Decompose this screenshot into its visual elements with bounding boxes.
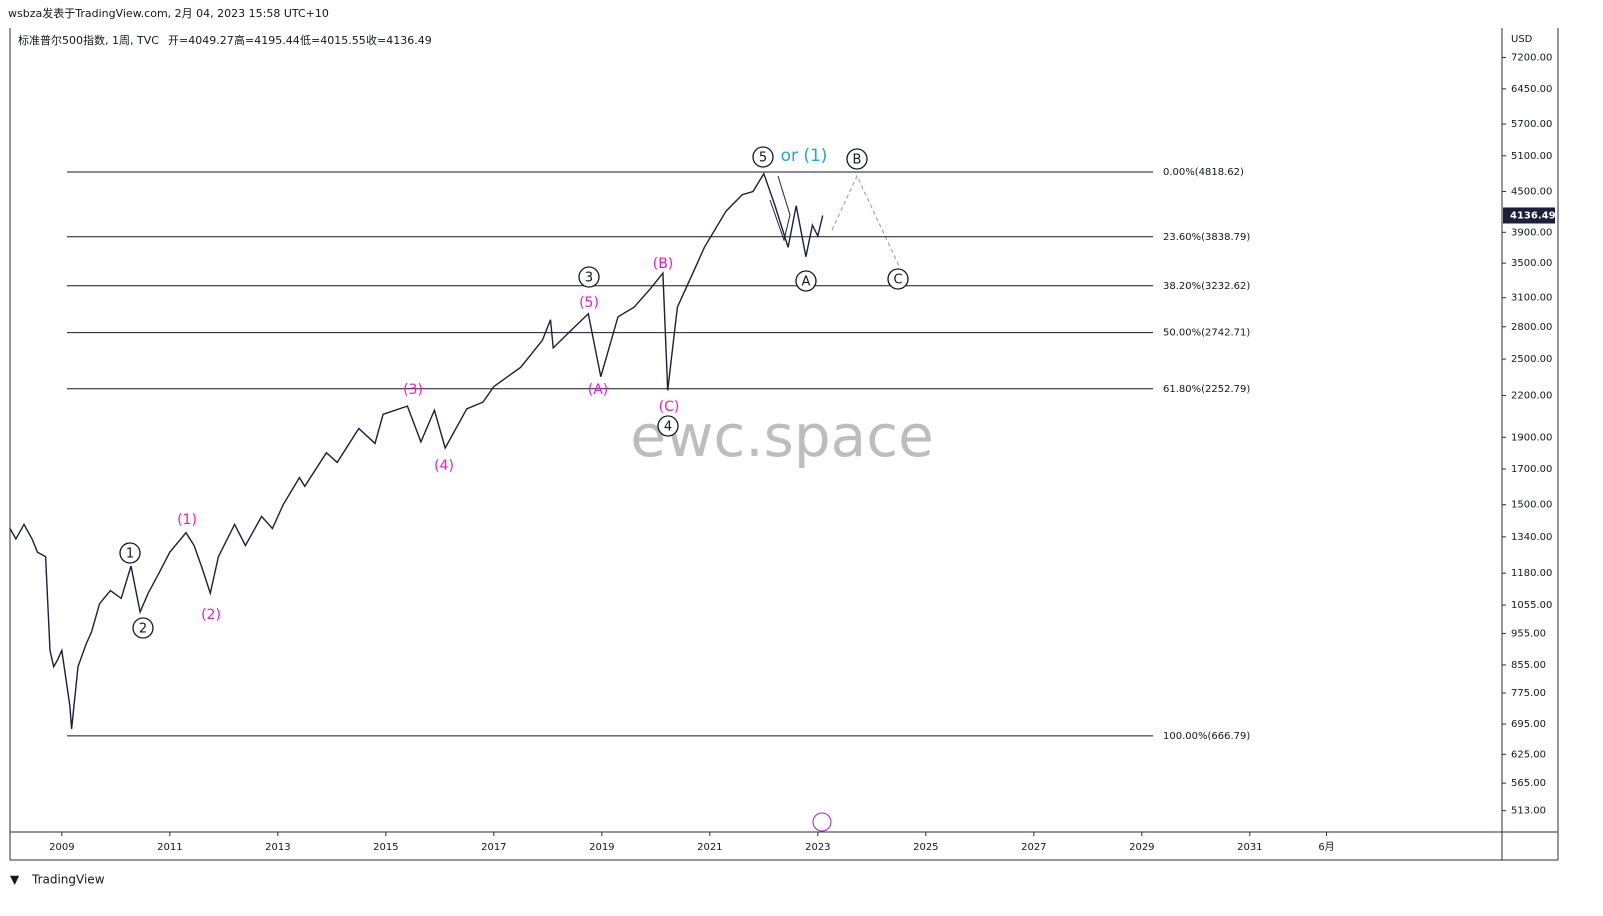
y-tick-label: 955.00: [1511, 628, 1546, 639]
x-tick-label: 2015: [373, 842, 398, 853]
ohlc-value: 低=4015.55: [300, 34, 366, 47]
wave-label: (3): [403, 382, 423, 398]
y-tick-label: 565.00: [1511, 778, 1546, 789]
wave-label: (5): [579, 295, 599, 311]
x-tick-label: 2017: [481, 842, 506, 853]
y-unit: USD: [1511, 34, 1533, 45]
y-tick-label: 1180.00: [1511, 568, 1552, 579]
wave-label: 3: [585, 271, 593, 286]
fib-label: 50.00%(2742.71): [1163, 328, 1250, 339]
y-tick-label: 2800.00: [1511, 322, 1552, 333]
wave-circle: [795, 270, 817, 292]
publisher: wsbza发表于TradingView.com, 2月 04, 2023 15:…: [8, 6, 329, 20]
wave-circle: [132, 617, 154, 639]
ohlc-value: 开=4049.27: [168, 34, 234, 47]
x-tick-label: 2013: [265, 842, 290, 853]
y-tick-label: 695.00: [1511, 719, 1546, 730]
wave-label: (C): [659, 399, 680, 415]
symbol-title: 标准普尔500指数, 1周, TVC: [18, 33, 159, 47]
ohlc-value: 收=4136.49: [366, 33, 432, 47]
x-tick-label: 2019: [589, 842, 614, 853]
wave-circle: [846, 148, 868, 170]
y-tick-label: 5700.00: [1511, 119, 1552, 130]
wave-label: 4: [664, 420, 672, 435]
event-icon: [812, 812, 832, 832]
wave-label: B: [853, 153, 862, 168]
y-tick-label: 1340.00: [1511, 532, 1552, 543]
wave-circle: [657, 415, 679, 437]
wave-label: 2: [139, 622, 147, 637]
y-tick-label: 625.00: [1511, 749, 1546, 760]
wave-label: (1): [177, 512, 197, 528]
y-tick-label: 3500.00: [1511, 258, 1552, 269]
x-tick-label: 2021: [697, 842, 722, 853]
wave-label: A: [802, 275, 811, 290]
fib-label: 100.00%(666.79): [1163, 731, 1250, 742]
wave-label: or (1): [781, 146, 828, 166]
x-tick-label: 2025: [913, 842, 938, 853]
fib-label: 38.20%(3232.62): [1163, 281, 1250, 292]
ohlc-value: 高=4195.44: [234, 33, 300, 47]
y-tick-label: 6450.00: [1511, 84, 1552, 95]
y-tick-label: 1055.00: [1511, 600, 1552, 611]
wave-circle: [578, 266, 600, 288]
wave-circle: [752, 146, 774, 168]
x-tick-label: 2031: [1237, 842, 1262, 853]
wave-line: [769, 175, 791, 242]
y-tick-label: 3900.00: [1511, 227, 1552, 238]
wave-label: 5: [759, 151, 767, 166]
price-line: [9, 172, 824, 730]
y-tick-label: 1500.00: [1511, 500, 1552, 511]
y-tick-label: 855.00: [1511, 660, 1546, 671]
x-tick-label: 2011: [157, 842, 182, 853]
x-tick-label: 2029: [1129, 842, 1154, 853]
last-price-box: [1503, 207, 1555, 224]
x-tick-label: 6月: [1318, 841, 1334, 853]
projection: [831, 174, 901, 269]
wave-circle: [887, 268, 909, 290]
y-tick-label: 3100.00: [1511, 293, 1552, 304]
y-tick-label: 513.00: [1511, 806, 1546, 817]
wave-label: C: [893, 273, 902, 288]
wave-label: (A): [588, 382, 609, 398]
logo: ▼: [10, 873, 20, 887]
wave-label: (B): [653, 256, 674, 272]
wave-circle: [119, 542, 141, 564]
y-tick-label: 775.00: [1511, 688, 1546, 699]
y-tick-label: 2500.00: [1511, 354, 1552, 365]
watermark: ewc.space: [630, 402, 934, 470]
y-tick-label: 1900.00: [1511, 432, 1552, 443]
y-tick-label: 4500.00: [1511, 186, 1552, 197]
y-tick-label: 2200.00: [1511, 391, 1552, 402]
last-price: 4136.49: [1510, 210, 1556, 221]
footer: TradingView: [31, 873, 105, 887]
wave-label: (2): [201, 607, 221, 623]
fib-label: 23.60%(3838.79): [1163, 232, 1250, 243]
y-tick-label: 1700.00: [1511, 464, 1552, 475]
fib-label: 61.80%(2252.79): [1163, 384, 1250, 395]
x-tick-label: 2023: [805, 842, 830, 853]
y-tick-label: 5100.00: [1511, 151, 1552, 162]
fib-label: 0.00%(4818.62): [1163, 167, 1244, 178]
wave-label: (4): [434, 458, 454, 474]
wave-label: 1: [126, 547, 134, 562]
y-tick-label: 7200.00: [1511, 52, 1552, 63]
x-tick-label: 2027: [1021, 842, 1046, 853]
x-tick-label: 2009: [49, 842, 74, 853]
